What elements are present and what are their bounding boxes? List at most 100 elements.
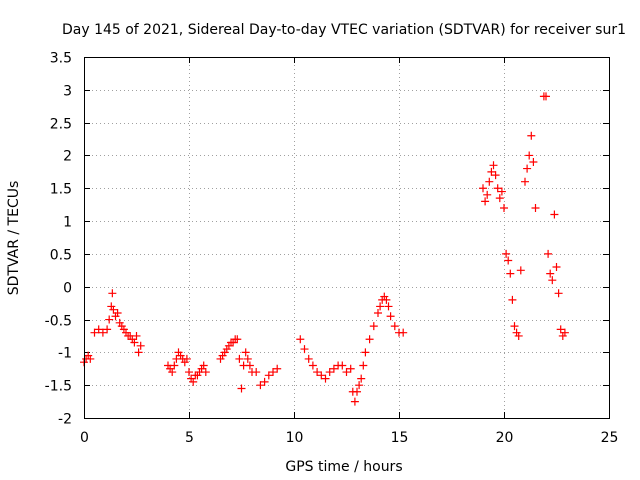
data-point bbox=[479, 184, 487, 193]
data-point bbox=[241, 348, 250, 357]
data-point bbox=[390, 322, 399, 331]
data-point bbox=[502, 249, 511, 258]
data-point bbox=[338, 361, 347, 370]
data-point bbox=[481, 197, 490, 206]
data-point bbox=[382, 295, 391, 304]
data-point bbox=[500, 203, 508, 212]
data-point bbox=[523, 164, 532, 173]
data-point bbox=[355, 381, 364, 390]
data-point bbox=[384, 302, 393, 311]
grid bbox=[84, 57, 609, 418]
data-point bbox=[376, 302, 385, 311]
y-tick-label: 0.5 bbox=[50, 248, 72, 264]
x-tick-label: 5 bbox=[185, 430, 194, 446]
data-point bbox=[264, 371, 273, 380]
data-point bbox=[189, 377, 198, 386]
x-tick-label: 20 bbox=[496, 430, 514, 446]
data-point bbox=[136, 341, 145, 350]
data-point bbox=[350, 397, 359, 406]
y-tick-label: 1.5 bbox=[50, 182, 72, 198]
x-tick-label: 10 bbox=[286, 430, 304, 446]
data-point bbox=[168, 368, 177, 377]
data-point bbox=[329, 364, 338, 373]
data-point bbox=[399, 328, 408, 337]
y-tick-label: 2.5 bbox=[50, 117, 72, 133]
data-point bbox=[321, 374, 330, 383]
data-point bbox=[260, 377, 269, 386]
x-tick-label: 25 bbox=[601, 430, 619, 446]
data-point bbox=[105, 315, 114, 324]
data-point bbox=[182, 354, 191, 363]
data-point bbox=[525, 151, 534, 160]
y-tick-label: 2 bbox=[63, 149, 72, 165]
data-point bbox=[108, 289, 117, 298]
chart-title: Day 145 of 2021, Sidereal Day-to-day VTE… bbox=[62, 22, 626, 38]
data-point bbox=[546, 269, 555, 278]
plot-frame bbox=[84, 57, 610, 419]
data-point bbox=[508, 295, 517, 304]
data-point bbox=[237, 384, 246, 393]
data-point bbox=[504, 256, 513, 265]
y-tick-label: 3 bbox=[63, 84, 72, 100]
data-point bbox=[308, 361, 317, 370]
data-point bbox=[113, 308, 122, 317]
data-point bbox=[317, 371, 326, 380]
data-point bbox=[342, 368, 351, 377]
axis-ticks: 0 5 10 15 20 25 -2 -1.5 -1 -0.5 0 0.5 1 1.5 2 2.5 3 3.5 bbox=[45, 51, 619, 447]
y-tick-label: 1 bbox=[63, 215, 72, 231]
data-point bbox=[353, 387, 361, 396]
data-point bbox=[485, 177, 494, 186]
x-axis-label: GPS time / hours bbox=[285, 459, 402, 475]
data-point bbox=[357, 374, 366, 383]
data-point bbox=[304, 354, 313, 363]
data-point bbox=[554, 289, 563, 298]
data-point bbox=[130, 338, 139, 347]
data-point bbox=[245, 361, 254, 370]
data-point bbox=[296, 335, 305, 344]
data-point bbox=[560, 328, 569, 337]
data-point bbox=[103, 325, 112, 334]
data-point bbox=[497, 187, 506, 196]
data-point bbox=[369, 322, 378, 331]
data-point bbox=[273, 364, 282, 373]
y-tick-label: -1.5 bbox=[45, 379, 72, 395]
y-tick-label: -2 bbox=[58, 412, 72, 428]
data-point bbox=[510, 322, 519, 331]
data-point bbox=[185, 368, 193, 377]
data-point bbox=[514, 331, 523, 340]
data-point bbox=[252, 368, 261, 377]
y-tick-label: -0.5 bbox=[45, 314, 72, 330]
y-tick-label: 0 bbox=[63, 281, 72, 297]
data-point bbox=[521, 177, 529, 186]
data-point bbox=[548, 276, 557, 285]
data-point bbox=[550, 210, 559, 219]
data-point bbox=[542, 92, 550, 101]
data-point bbox=[313, 368, 322, 377]
data-point bbox=[487, 167, 496, 176]
y-axis-label: SDTVAR / TECUs bbox=[6, 181, 22, 296]
data-point bbox=[556, 325, 565, 334]
data-point bbox=[491, 171, 500, 180]
data-point bbox=[544, 249, 553, 258]
data-point bbox=[483, 190, 492, 199]
x-tick-label: 15 bbox=[391, 430, 409, 446]
y-tick-label: 3.5 bbox=[50, 51, 72, 67]
data-point bbox=[361, 348, 370, 357]
data-point bbox=[506, 269, 515, 278]
data-point bbox=[94, 325, 103, 334]
data-point bbox=[170, 361, 179, 370]
y-tick-label: -1 bbox=[58, 346, 72, 362]
data-point bbox=[90, 328, 99, 337]
data-point bbox=[256, 381, 265, 390]
data-point bbox=[243, 354, 252, 363]
data-point bbox=[493, 184, 502, 193]
data-point bbox=[109, 305, 118, 314]
data-point bbox=[552, 263, 561, 272]
data-point bbox=[495, 194, 504, 203]
data-point bbox=[199, 361, 208, 370]
x-tick-label: 0 bbox=[80, 430, 89, 446]
data-point bbox=[98, 328, 107, 337]
data-point bbox=[235, 354, 244, 363]
data-point bbox=[527, 131, 536, 140]
